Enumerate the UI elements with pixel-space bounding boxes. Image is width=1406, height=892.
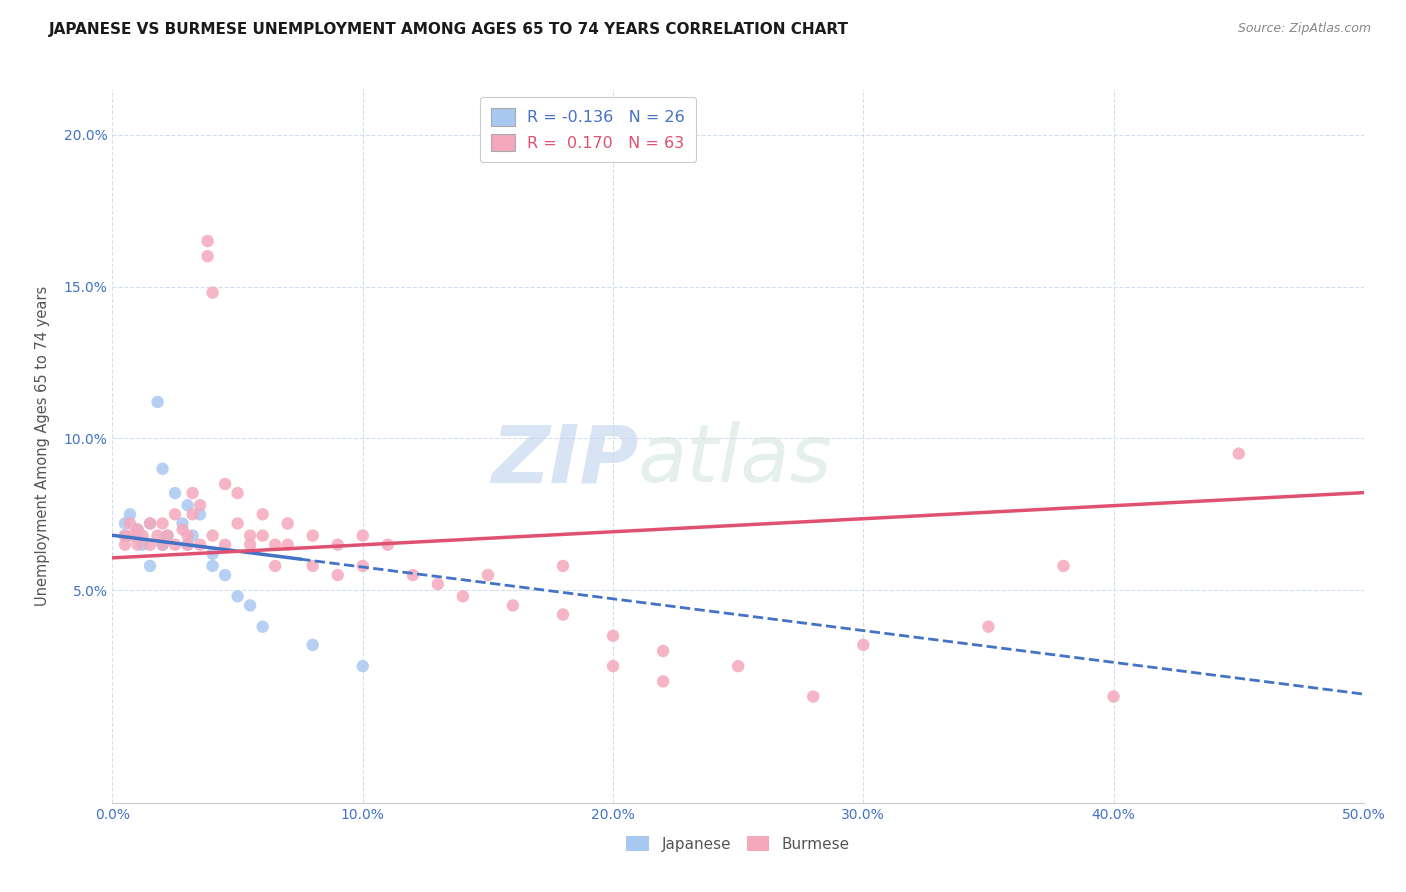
Point (852, 638, 875, 652)
Point (188, 508, 211, 522)
Point (451, 590, 474, 604)
Point (301, 638, 323, 652)
Point (551, 558, 574, 573)
Point (201, 285, 224, 300)
Point (131, 538, 153, 552)
Point (176, 538, 198, 552)
Point (188, 498, 211, 512)
Text: atlas: atlas (638, 421, 832, 500)
Point (131, 528, 153, 542)
Point (146, 395, 169, 409)
Point (264, 538, 287, 552)
Y-axis label: Unemployment Among Ages 65 to 74 years: Unemployment Among Ages 65 to 74 years (35, 285, 49, 607)
Point (214, 477, 236, 491)
Point (127, 523, 149, 537)
Point (426, 577, 449, 591)
Point (176, 538, 198, 552)
Point (252, 508, 274, 522)
Text: ZIP: ZIP (491, 421, 638, 500)
Point (502, 599, 524, 613)
Point (197, 234, 219, 248)
Point (1227, 447, 1250, 461)
Point (352, 558, 374, 573)
Point (352, 659, 374, 673)
Point (114, 538, 136, 552)
Point (239, 528, 262, 542)
Point (139, 538, 162, 552)
Point (326, 568, 349, 582)
Point (163, 508, 186, 522)
Point (226, 516, 249, 531)
Point (163, 538, 186, 552)
Point (156, 528, 179, 542)
Point (121, 528, 143, 542)
Point (139, 516, 162, 531)
Point (127, 538, 149, 552)
Point (172, 523, 194, 537)
Point (201, 558, 224, 573)
Point (551, 607, 574, 622)
Point (301, 528, 323, 542)
Point (301, 558, 323, 573)
Point (252, 620, 274, 634)
Point (402, 568, 425, 582)
Point (1052, 558, 1074, 573)
Point (602, 629, 624, 643)
Point (114, 528, 136, 542)
Point (156, 528, 179, 542)
Point (181, 486, 204, 500)
Text: JAPANESE VS BURMESE UNEMPLOYMENT AMONG AGES 65 TO 74 YEARS CORRELATION CHART: JAPANESE VS BURMESE UNEMPLOYMENT AMONG A… (49, 22, 849, 37)
Point (127, 528, 149, 542)
Point (201, 547, 224, 561)
Point (146, 528, 169, 542)
Point (477, 568, 499, 582)
Point (118, 516, 141, 531)
Point (252, 528, 274, 542)
Point (277, 538, 299, 552)
Point (201, 528, 224, 542)
Point (176, 498, 198, 512)
Point (602, 659, 624, 673)
Point (326, 538, 349, 552)
Point (214, 538, 236, 552)
Point (188, 538, 211, 552)
Point (139, 516, 162, 531)
Point (977, 620, 1000, 634)
Point (239, 538, 262, 552)
Point (214, 568, 236, 582)
Point (152, 516, 174, 531)
Point (127, 523, 149, 537)
Point (114, 516, 136, 531)
Point (377, 538, 399, 552)
Text: Source: ZipAtlas.com: Source: ZipAtlas.com (1237, 22, 1371, 36)
Point (239, 599, 262, 613)
Point (152, 462, 174, 476)
Point (114, 528, 136, 542)
Point (152, 538, 174, 552)
Point (226, 486, 249, 500)
Point (118, 508, 141, 522)
Point (264, 558, 287, 573)
Point (277, 516, 299, 531)
Point (652, 674, 675, 689)
Point (801, 690, 824, 704)
Point (176, 528, 198, 542)
Point (152, 538, 174, 552)
Point (197, 249, 219, 263)
Legend: Japanese, Burmese: Japanese, Burmese (619, 828, 858, 859)
Point (727, 659, 749, 673)
Point (172, 516, 194, 531)
Point (652, 644, 675, 658)
Point (1102, 690, 1125, 704)
Point (181, 508, 204, 522)
Point (163, 486, 186, 500)
Point (181, 528, 204, 542)
Point (352, 528, 374, 542)
Point (226, 590, 249, 604)
Point (139, 558, 162, 573)
